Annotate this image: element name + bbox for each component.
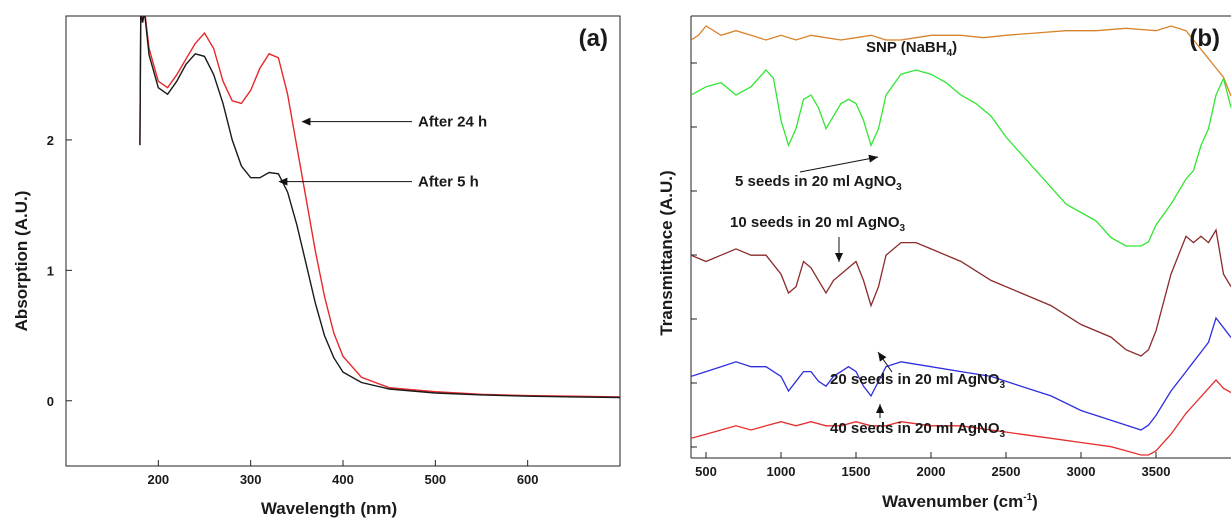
series-label-20-seeds: 20 seeds in 20 ml AgNO3: [830, 371, 1006, 391]
x-tick-label: 2000: [917, 464, 946, 479]
x-axis-title: Wavelength (nm): [261, 499, 397, 518]
series-label-snp-nabh4: SNP (NaBH4): [866, 39, 957, 59]
plot-frame: [65, 15, 621, 467]
panel-b-transmittance-chart: 500 1000 1500 2000 2500 3000 3500 SNP (NaBH4) 5 …: [657, 15, 1231, 511]
annotation-label: After 24 h: [418, 114, 487, 131]
x-tick-label: 1500: [842, 464, 871, 479]
x-tick-label: 1000: [767, 464, 796, 479]
x-tick-label: 3000: [1067, 464, 1096, 479]
y-tick-label: 0: [47, 394, 54, 409]
x-tick-label: 500: [695, 464, 717, 479]
y-axis-title: Transmittance (A.U.): [657, 170, 676, 335]
label-arrowhead: [878, 352, 887, 362]
series-line-10-seeds: [691, 228, 1231, 357]
x-tick-label: 500: [424, 472, 446, 487]
annotation-arrowhead: [301, 117, 311, 126]
series-line-after-24h: [139, 16, 620, 398]
x-tick-label: 200: [147, 472, 169, 487]
x-tick-label: 300: [240, 472, 262, 487]
series-line-after-5h: [139, 16, 620, 399]
series-line-40-seeds: [691, 379, 1231, 456]
annotation-label: After 5 h: [418, 174, 479, 191]
series-line-5-seeds: [691, 69, 1231, 247]
panel-label: (a): [579, 25, 608, 52]
annotation-arrowhead: [278, 177, 288, 186]
x-axis-title: Wavenumber (cm-1): [882, 492, 1038, 511]
label-arrowhead: [876, 404, 884, 413]
panel-a-absorption-chart: 200 300 400 500 600 0 1 2 After 24 h After 5 h (a)…: [12, 15, 621, 518]
series-line-20-seeds: [691, 316, 1231, 431]
x-tick-label: 3500: [1142, 464, 1171, 479]
label-arrowhead: [835, 253, 843, 262]
series-label-10-seeds: 10 seeds in 20 ml AgNO3: [730, 214, 906, 234]
label-arrowhead: [868, 154, 878, 163]
label-arrow-line: [799, 156, 879, 173]
y-tick-label: 2: [47, 133, 54, 148]
panel-label: (b): [1189, 25, 1220, 52]
y-tick-label: 1: [47, 263, 54, 278]
y-axis-title: Absorption (A.U.): [12, 191, 31, 332]
x-tick-label: 2500: [992, 464, 1021, 479]
series-label-40-seeds: 40 seeds in 20 ml AgNO3: [830, 420, 1006, 440]
series-label-5-seeds: 5 seeds in 20 ml AgNO3: [735, 173, 902, 193]
x-tick-label: 400: [332, 472, 354, 487]
series-line-snp-nabh4: [691, 25, 1231, 97]
x-tick-label: 600: [517, 472, 539, 487]
